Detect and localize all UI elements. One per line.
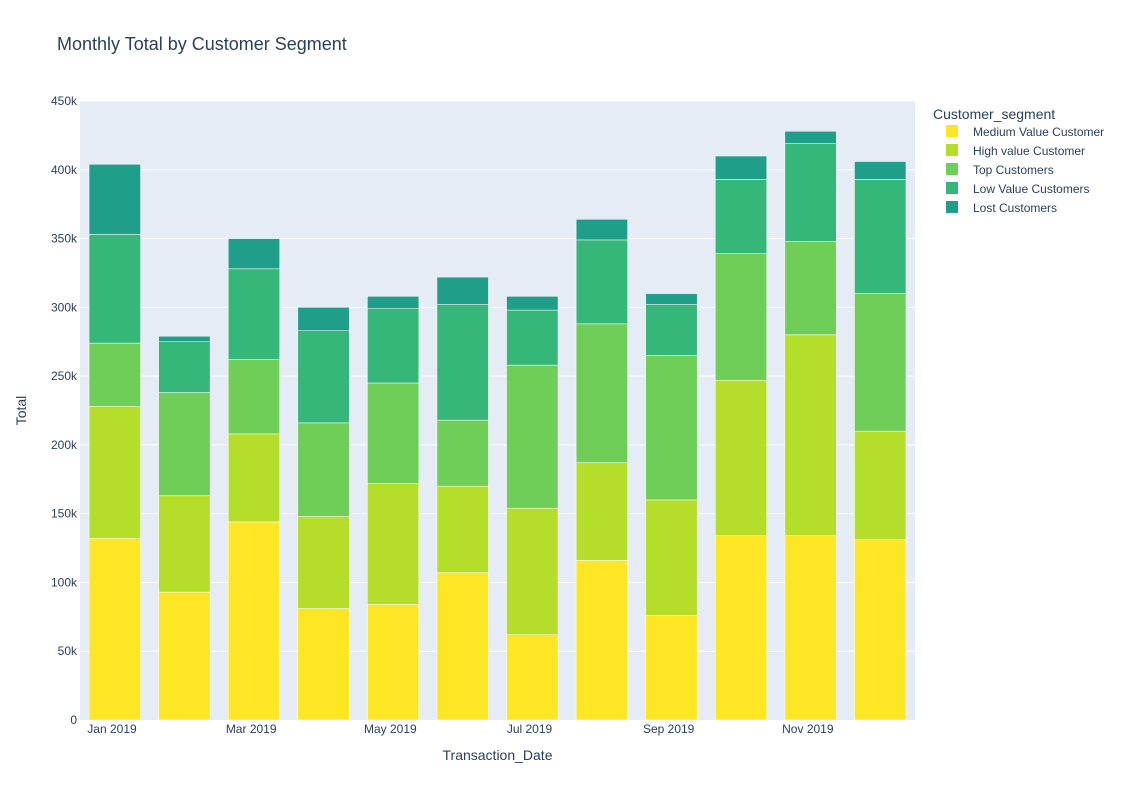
bar-segment <box>436 572 489 721</box>
bar-segment <box>158 591 211 721</box>
x-tick-label: Jan 2019 <box>87 722 137 736</box>
bar-segment <box>297 516 350 609</box>
x-tick-label: Sep 2019 <box>643 722 695 736</box>
y-axis-title: Total <box>13 396 29 426</box>
bar-segment <box>715 253 768 381</box>
bar-segment <box>854 293 907 432</box>
bar-segment <box>436 419 489 487</box>
bar-segment <box>784 131 837 144</box>
legend-title: Customer_segment <box>933 106 1055 122</box>
plot-area <box>80 101 915 720</box>
y-axis: 0 50k 100k 150k 200k 250k 300k 350k 400k 450k <box>51 94 78 727</box>
y-tick-label: 350k <box>51 232 78 246</box>
bar-segment <box>715 535 768 721</box>
y-tick-label: 450k <box>51 94 78 108</box>
bar-segment <box>645 355 698 501</box>
y-tick-label: 300k <box>51 300 78 314</box>
bar-segment <box>367 296 420 309</box>
bar-segment <box>506 309 559 366</box>
bar-segment <box>854 430 907 541</box>
x-tick-label: Jul 2019 <box>507 722 553 736</box>
bar-segment <box>715 179 768 254</box>
legend-entry-label: High value Customer <box>973 144 1085 158</box>
bar-segment <box>88 234 141 344</box>
bar-segment <box>715 379 768 536</box>
bar-segment <box>227 359 280 435</box>
bar-segment <box>784 143 837 242</box>
bars <box>88 131 907 721</box>
bar-segment <box>227 521 280 721</box>
bar-segment <box>436 304 489 421</box>
bar-segment <box>227 433 280 523</box>
bar-segment <box>367 308 420 384</box>
x-axis: Jan 2019 Mar 2019 May 2019 Jul 2019 Sep 2019… <box>87 722 834 736</box>
bar-segment <box>367 483 420 605</box>
x-tick-label: Mar 2019 <box>226 722 277 736</box>
legend-entry-label: Top Customers <box>973 163 1054 177</box>
bar-segment <box>645 615 698 721</box>
bar-segment <box>297 330 350 424</box>
legend-swatch <box>946 201 958 213</box>
legend-swatch <box>946 163 958 175</box>
bar-segment <box>436 276 489 305</box>
bar-segment <box>854 161 907 180</box>
bar-segment <box>227 238 280 270</box>
x-tick-label: May 2019 <box>364 722 417 736</box>
legend-entry-label: Low Value Customers <box>973 182 1090 196</box>
bar-segment <box>297 608 350 721</box>
legend-swatch <box>946 144 958 156</box>
bar-segment <box>645 499 698 616</box>
bar-segment <box>575 323 628 464</box>
bar-segment <box>575 560 628 721</box>
bar-segment <box>297 422 350 517</box>
bar-segment <box>575 219 628 241</box>
bar-segment <box>367 382 420 484</box>
bar-segment <box>158 341 211 393</box>
legend: Customer_segment Medium Value Customer Hi… <box>933 106 1104 215</box>
y-tick-label: 250k <box>51 369 78 383</box>
bar-segment <box>297 307 350 331</box>
bar-segment <box>88 342 141 407</box>
bar-segment <box>575 462 628 561</box>
bar-segment <box>575 239 628 325</box>
bar-segment <box>88 538 141 721</box>
bar-segment <box>506 364 559 509</box>
x-axis-title: Transaction_Date <box>443 747 553 763</box>
bar-segment <box>158 335 211 342</box>
bar-segment <box>645 293 698 305</box>
bar-segment <box>506 296 559 311</box>
legend-swatch <box>946 182 958 194</box>
legend-swatch <box>946 125 958 137</box>
y-tick-label: 150k <box>51 507 78 521</box>
y-tick-label: 200k <box>51 438 78 452</box>
x-tick-label: Nov 2019 <box>782 722 834 736</box>
bar-segment <box>88 406 141 539</box>
y-tick-label: 50k <box>58 644 78 658</box>
y-tick-label: 0 <box>70 713 77 727</box>
bar-segment <box>436 485 489 574</box>
y-tick-label: 400k <box>51 163 78 177</box>
bar-segment <box>88 164 141 235</box>
legend-entry-label: Lost Customers <box>973 201 1057 215</box>
bar-segment <box>784 241 837 336</box>
bar-segment <box>715 155 768 180</box>
bar-segment <box>158 495 211 593</box>
bar-segment <box>854 539 907 721</box>
bar-segment <box>227 268 280 360</box>
gridlines <box>80 100 915 652</box>
y-tick-label: 100k <box>51 575 78 589</box>
bar-segment <box>645 304 698 356</box>
bar-segment <box>506 634 559 721</box>
legend-entry-label: Medium Value Customer <box>973 125 1104 139</box>
bar-segment <box>854 179 907 294</box>
bar-segment <box>784 535 837 721</box>
chart-title: Monthly Total by Customer Segment <box>57 34 347 54</box>
bar-segment <box>784 334 837 536</box>
bar-segment <box>367 604 420 721</box>
bar-segment <box>158 392 211 497</box>
bar-segment <box>506 507 559 635</box>
